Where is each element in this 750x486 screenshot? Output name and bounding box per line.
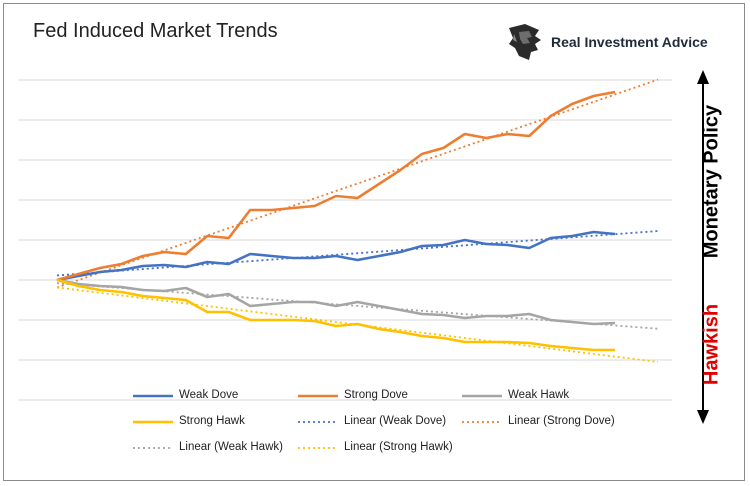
- legend-swatch-linear-strong-dove: [462, 421, 502, 423]
- policy-arrow-icon: [697, 70, 709, 424]
- legend-item-weak-hawk: Weak Hawk: [462, 389, 569, 401]
- series-line-weak-dove: [56, 230, 616, 282]
- legend-item-strong-dove: Strong Dove: [298, 389, 408, 401]
- series-line-strong-hawk: [56, 278, 616, 352]
- legend-swatch-weak-dove: [133, 394, 173, 398]
- trend-line-strong-hawk: [56, 286, 659, 363]
- legend-swatch-linear-weak-dove: [298, 421, 338, 423]
- legend-swatch-weak-hawk: [462, 394, 502, 398]
- legend-swatch-strong-hawk: [133, 420, 173, 424]
- legend-swatch-linear-strong-hawk: [298, 447, 338, 449]
- hawkish-label: Hawkish: [700, 303, 723, 386]
- legend-label: Linear (Strong Hawk): [344, 441, 453, 453]
- legend-label: Linear (Strong Dove): [508, 415, 615, 427]
- chart-title: Fed Induced Market Trends: [33, 20, 278, 42]
- legend-label: Weak Hawk: [508, 389, 570, 401]
- series-line-strong-dove: [56, 90, 616, 282]
- legend-label: Weak Dove: [179, 389, 239, 401]
- legend-item-linear-weak-hawk: Linear (Weak Hawk): [133, 441, 283, 453]
- legend-label: Linear (Weak Hawk): [179, 441, 283, 453]
- brand-name: Real Investment Advice: [551, 34, 708, 50]
- brand: Real Investment Advice: [505, 22, 708, 62]
- legend-label: Linear (Weak Dove): [344, 415, 447, 427]
- legend-item-linear-weak-dove: Linear (Weak Dove): [298, 415, 446, 427]
- series-line-weak-hawk: [56, 278, 616, 326]
- legend-label: Strong Hawk: [179, 415, 245, 427]
- legend-item-strong-hawk: Strong Hawk: [133, 415, 245, 427]
- legend-swatch-strong-dove: [298, 394, 338, 398]
- lion-head-icon: [509, 24, 541, 60]
- legend-label: Strong Dove: [344, 389, 408, 401]
- chart-frame: [3, 3, 745, 481]
- trend-line-weak-dove: [56, 230, 659, 277]
- legend-swatch-linear-weak-hawk: [133, 447, 173, 449]
- monetary-policy-label: Monetary Policy: [700, 104, 723, 259]
- legend-item-linear-strong-hawk: Linear (Strong Hawk): [298, 441, 453, 453]
- legend-item-linear-strong-dove: Linear (Strong Dove): [462, 415, 615, 427]
- legend-item-weak-dove: Weak Dove: [133, 389, 238, 401]
